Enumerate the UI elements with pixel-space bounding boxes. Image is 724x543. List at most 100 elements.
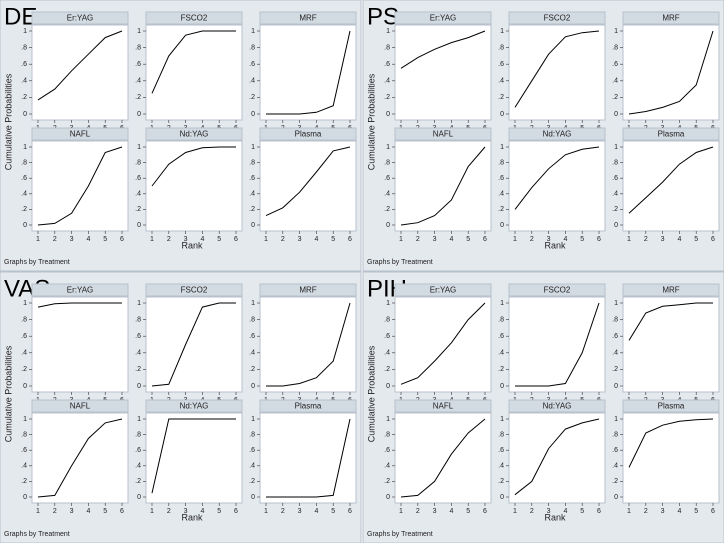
cumulative-line [37, 302, 122, 308]
x-tick-label: 6 [711, 508, 715, 515]
facet-title: MRF [299, 286, 316, 295]
y-tick-label: 1 [386, 416, 390, 423]
y-tick-label: .8 [612, 316, 618, 323]
y-tick-label: 1 [386, 144, 390, 151]
plot-area [508, 412, 606, 504]
facet-title: FSCO2 [544, 286, 571, 295]
y-tick-label: 0 [137, 383, 141, 390]
y-tick-label: 1 [386, 300, 390, 307]
x-tick-label: 1 [627, 236, 631, 243]
x-tick-label: 5 [217, 236, 221, 243]
y-tick-label: .4 [21, 191, 27, 198]
x-tick-label: 6 [348, 508, 352, 515]
x-tick-label: 4 [563, 508, 567, 515]
plot-area [31, 24, 129, 121]
x-tick-label: 6 [120, 236, 124, 243]
y-tick-label: .4 [135, 191, 141, 198]
facet-strip [508, 127, 606, 141]
facet-title: Plasma [658, 402, 685, 411]
facet-strip [145, 127, 243, 141]
y-tick-label: .4 [612, 191, 618, 198]
facet-strip [259, 283, 357, 297]
y-tick-label: 0 [251, 494, 255, 501]
y-tick-label: .8 [21, 431, 27, 438]
x-tick-label: 2 [281, 236, 285, 243]
x-tick-label: 3 [70, 236, 74, 243]
y-axis-label: Cumulative Probabilities [3, 345, 13, 442]
x-tick-label: 1 [150, 508, 154, 515]
y-tick-label: .2 [612, 366, 618, 373]
x-tick-label: 3 [661, 508, 665, 515]
y-tick-label: .8 [612, 159, 618, 166]
y-tick-label: .2 [135, 478, 141, 485]
x-axis-label: Rank [544, 512, 566, 522]
y-tick-label: 1 [137, 144, 141, 151]
x-tick-label: 3 [298, 236, 302, 243]
y-tick-label: .6 [384, 175, 390, 182]
y-tick-label: .2 [612, 206, 618, 213]
y-tick-label: 0 [251, 111, 255, 118]
y-tick-label: .6 [135, 175, 141, 182]
x-tick-label: 1 [150, 236, 154, 243]
cumulative-line [400, 30, 486, 69]
y-tick-label: 0 [614, 494, 618, 501]
facet-strip [31, 283, 129, 297]
y-tick-label: 1 [23, 28, 27, 35]
y-tick-label: .4 [249, 191, 255, 198]
y-tick-label: 1 [500, 28, 504, 35]
y-tick-label: .6 [21, 175, 27, 182]
y-tick-label: 1 [137, 28, 141, 35]
facet-strip [259, 127, 357, 141]
facet-title: Nd:YAG [180, 402, 209, 411]
x-tick-label: 2 [167, 236, 171, 243]
x-tick-label: 6 [120, 508, 124, 515]
x-axis-label: Rank [181, 512, 203, 522]
y-tick-label: .2 [21, 206, 27, 213]
y-tick-label: .2 [249, 94, 255, 101]
plot-area [145, 412, 243, 504]
x-tick-label: 4 [677, 236, 681, 243]
plot-area [622, 24, 720, 121]
x-tick-label: 3 [184, 236, 188, 243]
y-tick-label: .2 [498, 206, 504, 213]
facet-title: Plasma [295, 130, 322, 139]
facet-title: Nd:YAG [180, 130, 209, 139]
y-tick-label: .2 [21, 94, 27, 101]
y-tick-label: .2 [612, 94, 618, 101]
y-tick-label: 1 [500, 300, 504, 307]
y-tick-label: 0 [614, 222, 618, 229]
y-tick-label: .6 [249, 175, 255, 182]
cumulative-line [37, 418, 123, 498]
y-tick-label: 0 [500, 111, 504, 118]
y-tick-label: .8 [249, 431, 255, 438]
x-tick-label: 1 [264, 236, 268, 243]
y-tick-label: .4 [498, 350, 504, 357]
y-tick-label: 1 [251, 144, 255, 151]
x-tick-label: 1 [264, 508, 268, 515]
x-tick-label: 5 [466, 508, 470, 515]
cumulative-line [265, 146, 351, 217]
y-tick-label: .4 [384, 78, 390, 85]
y-tick-label: .6 [498, 61, 504, 68]
y-tick-label: .6 [384, 61, 390, 68]
facet-strip [622, 127, 720, 141]
y-tick-label: .2 [249, 366, 255, 373]
plot-area [145, 24, 243, 121]
y-tick-label: .2 [384, 94, 390, 101]
y-tick-label: 1 [614, 144, 618, 151]
note: Graphs by Treatment [367, 259, 433, 266]
y-tick-label: .6 [612, 175, 618, 182]
facet-strip [31, 127, 129, 141]
x-tick-label: 2 [53, 508, 57, 515]
y-tick-label: .6 [21, 61, 27, 68]
x-tick-label: 1 [513, 236, 517, 243]
plot-area [394, 140, 492, 232]
x-axis-label: Rank [544, 240, 566, 250]
y-axis-label: Cumulative Probabilities [366, 73, 376, 170]
x-tick-label: 1 [513, 508, 517, 515]
facet-strip [622, 399, 720, 413]
x-tick-label: 2 [416, 508, 420, 515]
plot-area [508, 140, 606, 232]
facet-strip [622, 11, 720, 25]
